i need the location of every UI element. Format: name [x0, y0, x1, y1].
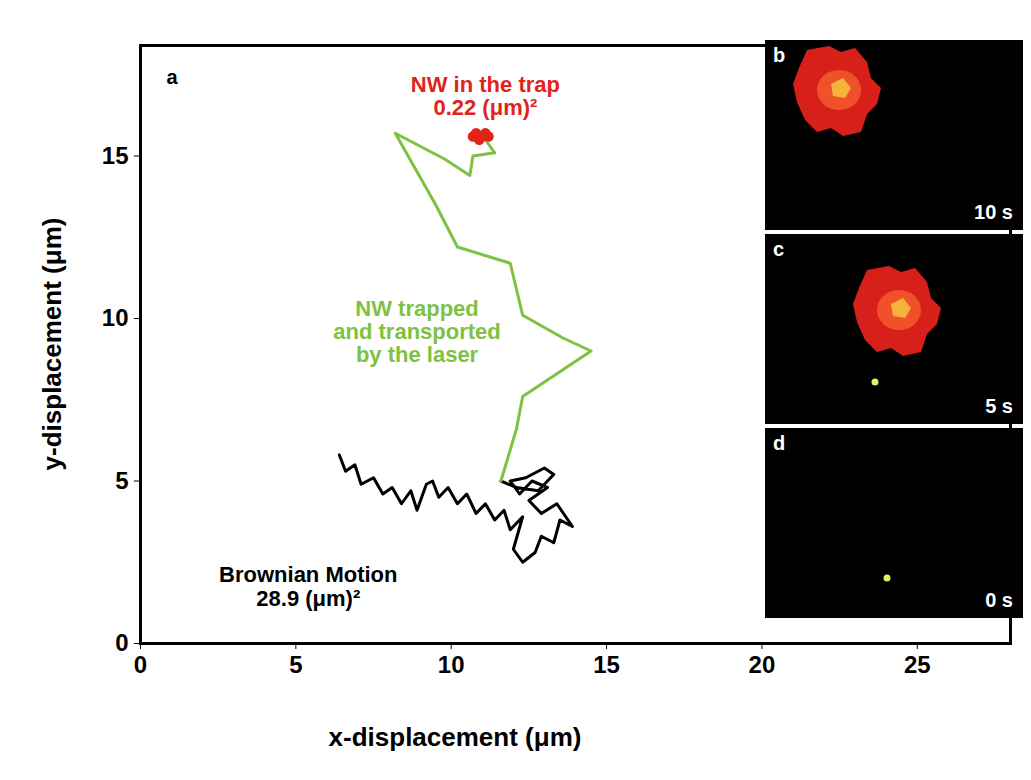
svg-text:10: 10 [102, 304, 129, 331]
svg-text:25: 25 [904, 651, 931, 678]
html-text:c: c [773, 238, 785, 260]
html-text:0 s: 0 s [985, 589, 1013, 611]
svg-text:NW trappedand transportedby th: NW trappedand transportedby the laser [333, 296, 500, 367]
html-text:d: d [773, 432, 786, 454]
svg-text:0: 0 [115, 629, 128, 656]
svg-text:5: 5 [115, 467, 128, 494]
html-text:10 s: 10 s [974, 201, 1013, 223]
html-text:x-displacement (μm): x-displacement (μm) [328, 722, 582, 752]
svg-text:NW in the trap0.22 (μm)²: NW in the trap0.22 (μm)² [411, 72, 560, 120]
svg-text:0: 0 [134, 651, 147, 678]
html-text:5 s: 5 s [985, 395, 1013, 417]
html-text:b: b [773, 44, 786, 66]
svg-text:15: 15 [593, 651, 620, 678]
svg-text:a: a [167, 66, 179, 88]
svg-text:10: 10 [438, 651, 465, 678]
svg-text:Brownian Motion28.9 (μm)²: Brownian Motion28.9 (μm)² [219, 562, 397, 610]
svg-text:5: 5 [289, 651, 302, 678]
html-text:y-displacement (μm): y-displacement (μm) [36, 217, 67, 471]
svg-text:20: 20 [749, 651, 776, 678]
svg-text:15: 15 [102, 142, 129, 169]
